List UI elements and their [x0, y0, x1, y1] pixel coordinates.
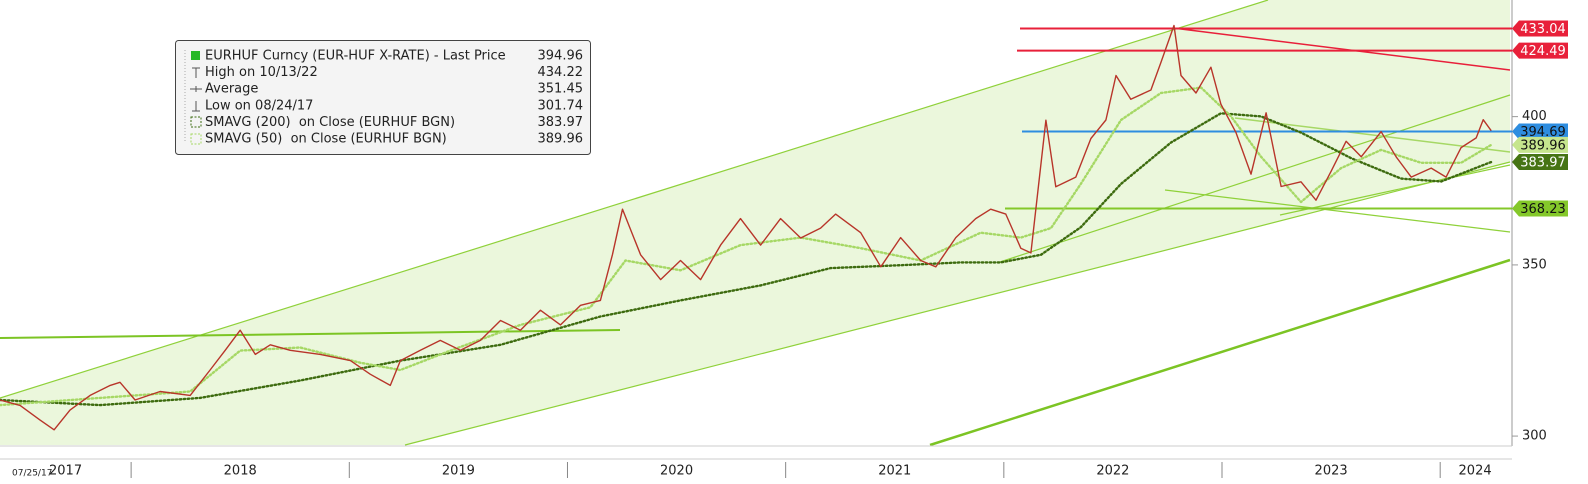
trend-line — [1279, 164, 1511, 216]
legend: EURHUF Curncy (EUR-HUF X-RATE) - Last Pr… — [175, 40, 591, 155]
x-tick-label: 2021 — [878, 464, 911, 479]
y-tick-label: 350 — [1522, 257, 1547, 272]
x-tick-label: 2018 — [224, 464, 257, 479]
level-tag-label: 424.49 — [1520, 44, 1566, 59]
level-tag — [1512, 136, 1568, 153]
legend-icon — [190, 86, 202, 92]
legend-label: SMAVG (50) on Close (EURHUF BGN) — [205, 132, 447, 147]
legend-box — [175, 40, 591, 155]
legend-value: 434.22 — [538, 65, 584, 80]
start-date-label: 07/25/17 — [12, 469, 52, 479]
legend-label: Low on 08/24/17 — [205, 98, 313, 113]
level-tag — [1512, 200, 1568, 217]
x-tick-label: 2020 — [660, 464, 693, 479]
level-tag — [1512, 42, 1568, 59]
y-tick-label: 300 — [1522, 429, 1547, 444]
channel-middle — [999, 94, 1511, 263]
legend-value: 351.45 — [538, 82, 584, 97]
x-tick-label: 2022 — [1096, 464, 1129, 479]
legend-value: 394.96 — [538, 49, 584, 64]
x-tick-label: 2023 — [1315, 464, 1348, 479]
legend-icon — [192, 67, 200, 78]
x-tick-label: 2019 — [442, 464, 475, 479]
level-tag-label: 433.04 — [1520, 22, 1566, 37]
legend-icon — [190, 133, 202, 145]
series-line — [0, 112, 1493, 407]
x-tick-label: 2017 — [49, 464, 82, 479]
level-tag — [1512, 154, 1568, 171]
trend-line — [1164, 189, 1511, 233]
level-tag-label: 394.69 — [1520, 125, 1566, 140]
legend-value: 301.74 — [538, 98, 584, 113]
trend-line — [0, 329, 621, 339]
channel-upper — [0, 0, 1269, 399]
legend-value: 383.97 — [538, 115, 584, 130]
series-line — [0, 24, 1492, 431]
level-tag — [1512, 123, 1568, 140]
legend-icon — [190, 116, 202, 128]
legend-label: SMAVG (200) on Close (EURHUF BGN) — [205, 115, 455, 130]
level-tag-label: 389.96 — [1520, 138, 1566, 153]
level-tag-label: 368.23 — [1520, 202, 1566, 217]
legend-icon — [191, 51, 200, 60]
trend-line — [929, 258, 1511, 447]
legend-label: High on 10/13/22 — [205, 65, 318, 80]
legend-label: Average — [205, 82, 258, 97]
level-tag — [1512, 20, 1568, 37]
x-tick-label: 2024 — [1459, 464, 1492, 479]
level-tag-label: 383.97 — [1520, 156, 1566, 171]
legend-value: 389.96 — [538, 132, 584, 147]
legend-label: EURHUF Curncy (EUR-HUF X-RATE) - Last Pr… — [205, 49, 506, 64]
y-tick-label: 400 — [1522, 109, 1547, 124]
legend-icon — [192, 101, 200, 112]
trend-line — [1172, 27, 1511, 71]
